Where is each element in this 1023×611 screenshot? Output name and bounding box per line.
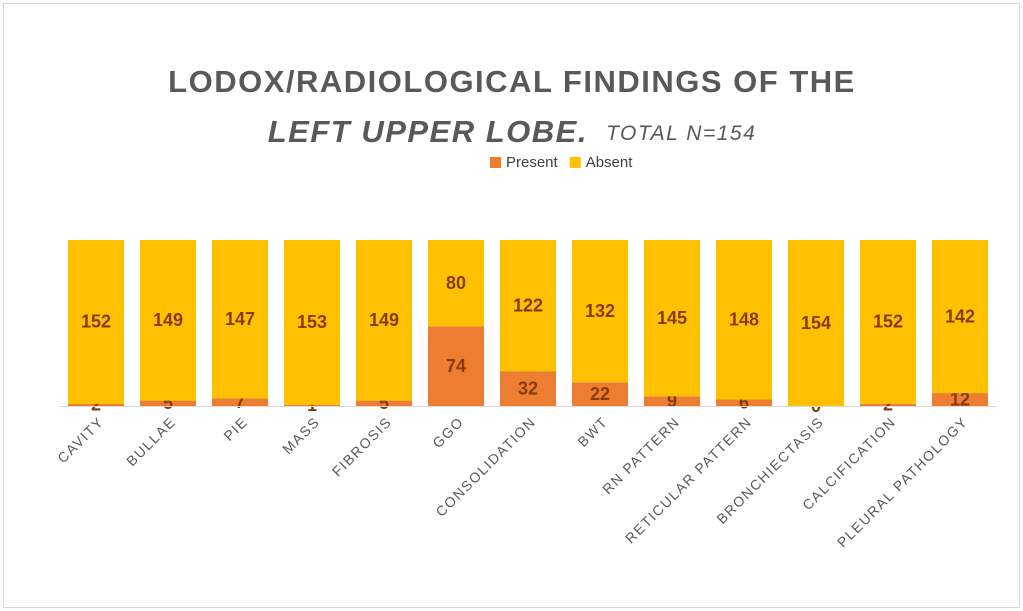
bar-segment <box>572 240 628 383</box>
bar-segment <box>284 404 340 406</box>
chart-title-part: LEFT UPPER LOBE. <box>268 114 588 149</box>
bar-segment <box>140 400 196 406</box>
data-label: 22 <box>590 384 610 404</box>
bar-segment <box>644 240 700 397</box>
chart-title-line: LEFT UPPER LOBE. TOTAL N=154 <box>268 114 757 149</box>
data-label: 9 <box>667 391 677 411</box>
data-label: 142 <box>945 306 975 326</box>
data-label: 145 <box>657 308 687 328</box>
data-label: 154 <box>801 313 831 333</box>
legend-label: Present <box>506 154 559 171</box>
data-label: 2 <box>91 395 101 415</box>
data-label: 153 <box>297 312 327 332</box>
chart-subtitle: TOTAL N=154 <box>606 122 756 145</box>
bar-segment <box>572 382 628 406</box>
data-label: 2 <box>883 395 893 415</box>
bar-segment <box>860 403 916 406</box>
bar-segment <box>284 240 340 405</box>
bar-segment <box>860 240 916 404</box>
data-label: 149 <box>153 310 183 330</box>
bar-segment <box>212 398 268 406</box>
data-label: 122 <box>513 296 543 316</box>
bar-segment <box>716 399 772 406</box>
data-label: 74 <box>446 356 466 376</box>
bar-segment <box>356 240 412 401</box>
bar-segment <box>68 403 124 406</box>
data-label: 148 <box>729 310 759 330</box>
legend-swatch <box>569 157 581 168</box>
data-label: 132 <box>585 301 615 321</box>
data-label: 152 <box>81 312 111 332</box>
data-label: 80 <box>446 273 466 293</box>
bar-segment <box>68 240 124 404</box>
data-label: 1 <box>307 395 317 415</box>
chart-title: LODOX/RADIOLOGICAL FINDINGS OF THE <box>168 64 856 99</box>
bar-segment <box>356 400 412 406</box>
data-label: 152 <box>873 312 903 332</box>
data-label: 147 <box>225 309 255 329</box>
legend-swatch <box>490 157 501 168</box>
data-label: 6 <box>739 393 749 413</box>
data-label: 32 <box>518 379 538 399</box>
bar-segment <box>500 371 556 406</box>
bar-segment <box>428 326 484 406</box>
bar-segment <box>140 240 196 401</box>
data-label: 12 <box>950 389 970 409</box>
data-label: 7 <box>235 392 245 412</box>
legend-label: Absent <box>586 154 634 171</box>
bar-segment <box>644 396 700 406</box>
bar-segment <box>932 240 988 394</box>
data-label: 149 <box>369 310 399 330</box>
data-label: 5 <box>379 393 389 413</box>
bar-segment <box>788 240 844 406</box>
bar-segment <box>212 240 268 399</box>
bar-segment <box>500 240 556 372</box>
bar-segment <box>716 240 772 400</box>
bar-segment <box>932 393 988 406</box>
bar-segment <box>428 240 484 327</box>
data-label: 5 <box>163 393 173 413</box>
